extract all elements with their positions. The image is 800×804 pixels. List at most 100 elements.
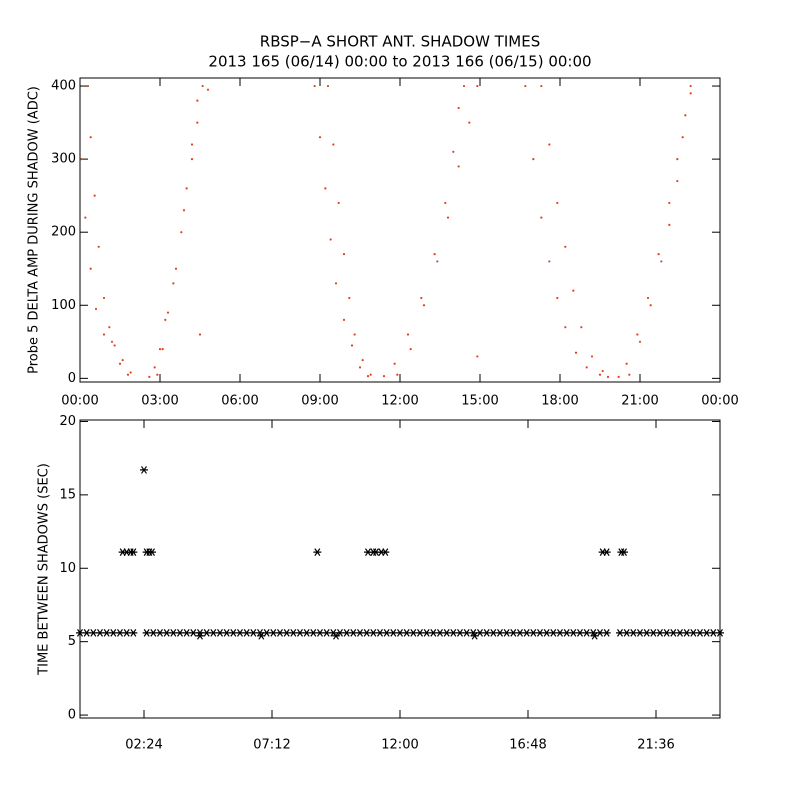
point [556,296,559,300]
point [164,318,167,321]
point [148,375,151,378]
point [334,282,338,285]
y-tick-label: 0 [68,371,76,386]
point [449,629,458,637]
point [189,629,198,637]
point [201,84,204,88]
point [657,253,660,256]
point [429,629,438,637]
point [84,216,87,219]
point [689,92,692,95]
point [353,333,356,336]
point [166,311,170,314]
point [572,289,575,292]
y-tick-label: 20 [59,414,76,429]
x-tick-label: 02:24 [125,738,162,753]
point [689,84,692,88]
point [668,201,671,205]
point [329,238,332,241]
point [476,84,479,88]
point [350,344,354,347]
point [185,187,188,190]
point [422,304,426,307]
point [182,209,186,212]
point [628,373,631,376]
point [149,629,158,637]
chart-subtitle: 2013 165 (06/14) 00:00 to 2013 166 (06/1… [208,53,591,71]
point [540,84,543,88]
point [716,629,724,637]
point [313,84,316,88]
point [620,548,628,556]
y-tick-label: 5 [68,634,76,649]
point [129,548,138,556]
y-tick-label: 10 [59,561,76,576]
point [249,629,258,637]
y-tick-label: 0 [68,708,76,723]
point [97,245,100,248]
point [102,296,106,300]
point [649,304,652,307]
point [444,201,447,205]
point [509,629,518,637]
point [332,143,335,146]
point [172,282,175,285]
point [617,375,620,378]
y-tick-label: 100 [51,298,76,313]
point [524,84,527,88]
point [257,631,266,640]
point [468,121,471,124]
point [601,369,604,373]
point [462,84,466,88]
point [110,340,114,343]
point [457,106,460,110]
point [326,84,330,88]
point [580,326,583,329]
point [369,629,378,637]
point [529,629,538,637]
x-tick-label: 00:00 [61,394,98,409]
point [209,629,218,637]
point [86,84,90,88]
x-tick-label: 12:00 [381,394,418,409]
point [108,326,111,329]
point [318,136,322,139]
point [198,333,202,336]
chart-title: RBSP−A SHORT ANT. SHADOW TIMES [260,33,540,51]
point [668,223,671,226]
point [636,333,639,336]
point [366,375,370,378]
point [190,143,194,146]
x-tick-label: 06:00 [221,394,258,409]
point [158,348,162,351]
point [709,629,718,637]
point [381,548,390,556]
x-tick-label: 15:00 [461,394,498,409]
point [342,318,346,321]
point [476,355,479,358]
point [80,158,83,161]
point [349,629,358,637]
point [129,371,132,374]
point [669,629,678,637]
point [556,201,559,205]
x-tick-label: 18:00 [541,394,578,409]
point [489,629,498,637]
point [548,260,551,263]
point [156,373,159,376]
point [369,373,372,376]
point [140,466,148,474]
x-tick-label: 12:00 [381,738,418,753]
point [540,216,543,219]
point [569,629,578,637]
point [196,631,204,640]
point [289,629,298,637]
point [190,158,194,161]
point [361,358,364,362]
point [174,267,178,270]
point [638,340,642,343]
point [126,373,130,376]
point [348,296,351,300]
